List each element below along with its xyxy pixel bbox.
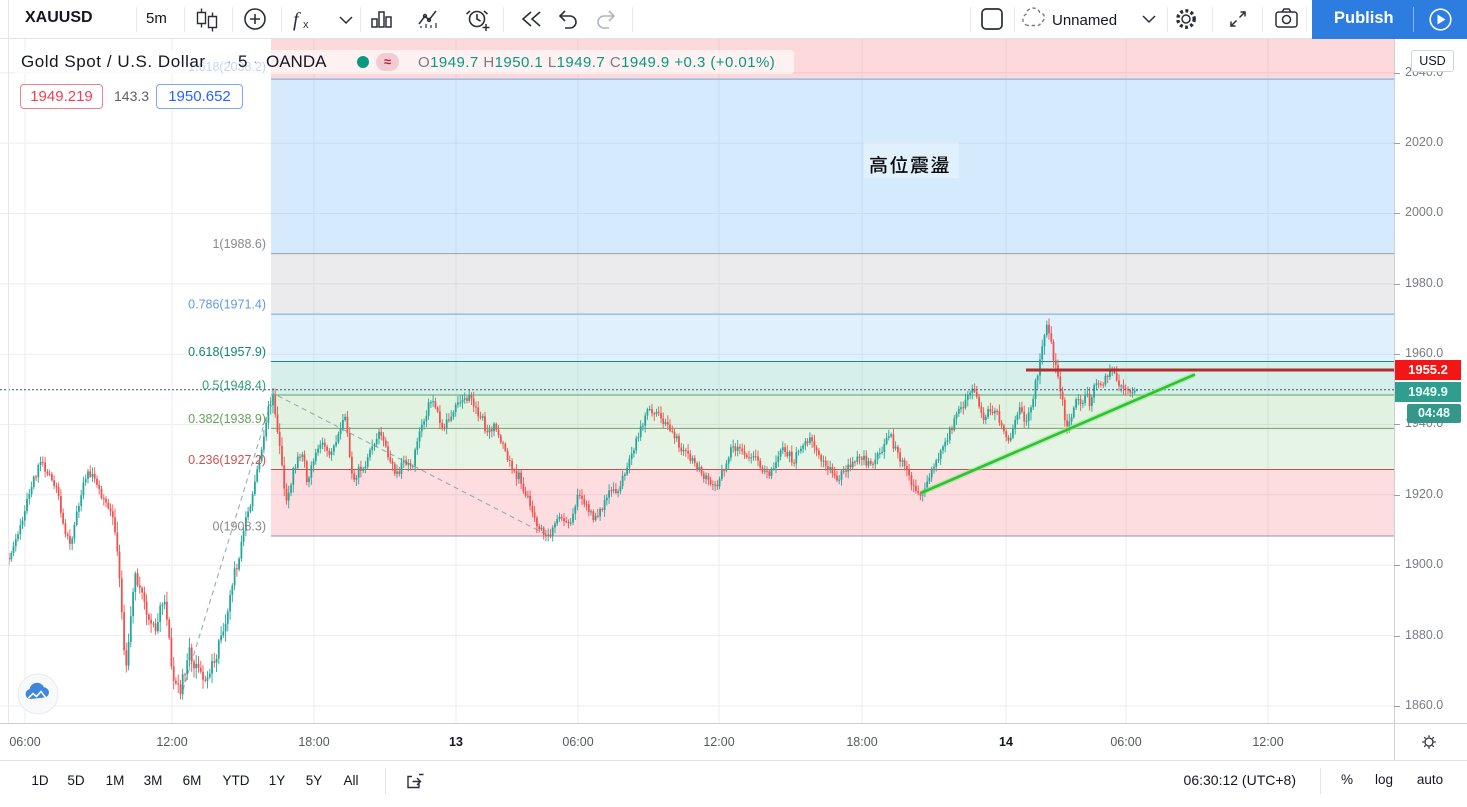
svg-text:Unnamed: Unnamed [1052, 12, 1117, 29]
svg-text:0.382(1938.9): 0.382(1938.9) [188, 412, 266, 426]
svg-text:0.786(1971.4): 0.786(1971.4) [188, 298, 266, 312]
svg-text:f: f [293, 9, 301, 31]
svg-text:0(1908.3): 0(1908.3) [212, 520, 266, 534]
svg-text:x: x [303, 19, 309, 31]
svg-text:0.236(1927.2): 0.236(1927.2) [188, 453, 266, 467]
svg-text:1(1988.6): 1(1988.6) [212, 237, 266, 251]
svg-text:0.5(1948.4): 0.5(1948.4) [202, 379, 266, 393]
svg-text:0.618(1957.9): 0.618(1957.9) [188, 345, 266, 359]
